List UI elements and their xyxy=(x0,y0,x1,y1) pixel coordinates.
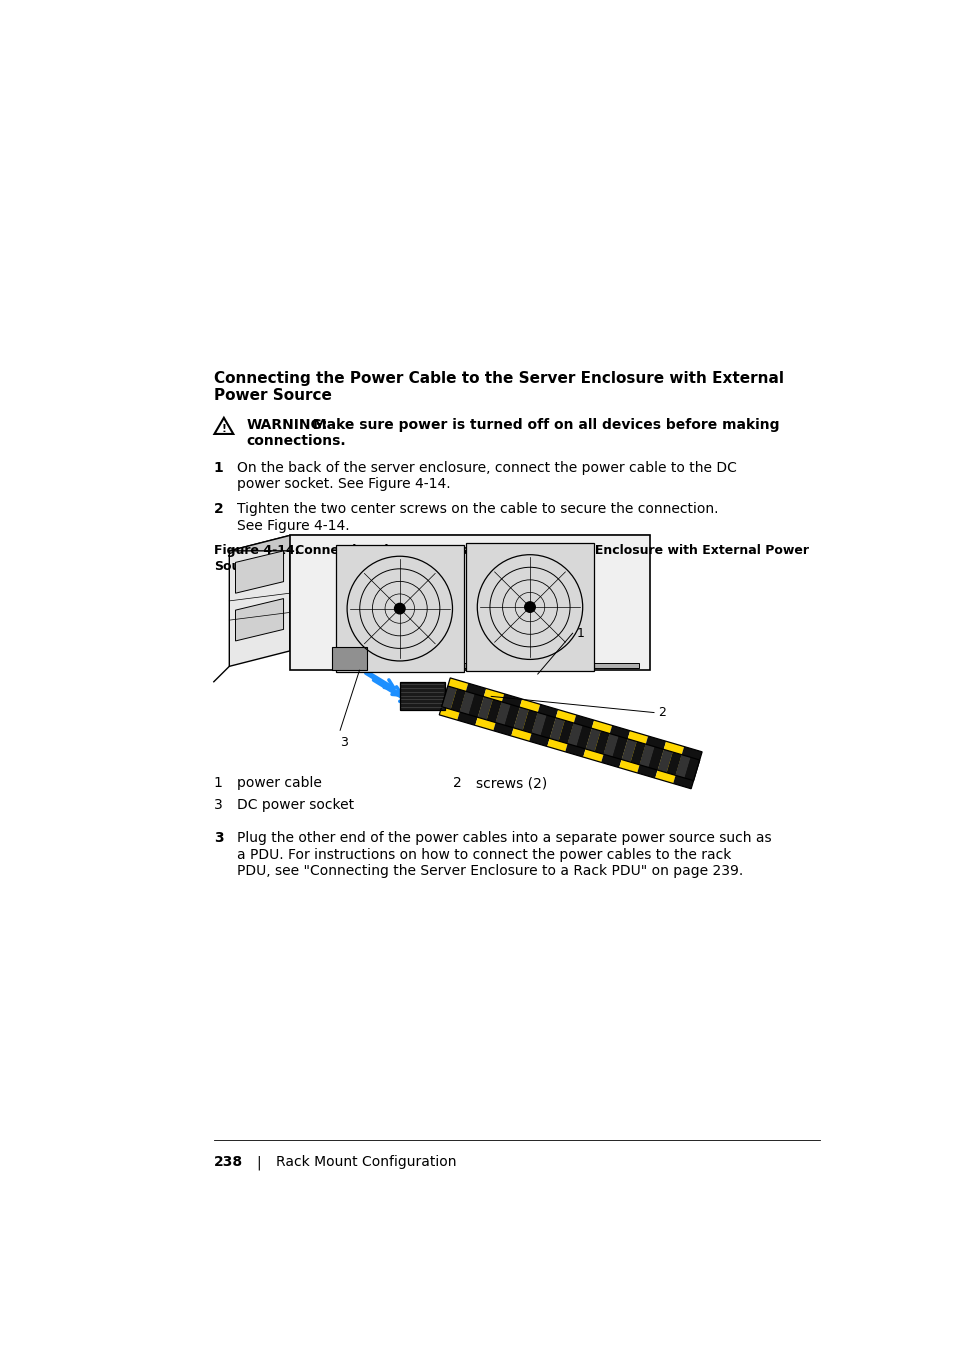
Polygon shape xyxy=(637,736,665,778)
Polygon shape xyxy=(335,544,463,672)
Text: 1: 1 xyxy=(213,776,222,791)
Text: Power Source: Power Source xyxy=(213,387,332,404)
Polygon shape xyxy=(547,710,576,752)
Text: 3: 3 xyxy=(213,798,222,811)
Polygon shape xyxy=(655,741,683,783)
Text: 3: 3 xyxy=(339,736,348,749)
Polygon shape xyxy=(684,757,699,780)
Polygon shape xyxy=(567,724,582,747)
Polygon shape xyxy=(477,697,493,720)
Text: Rack Mount Configuration: Rack Mount Configuration xyxy=(275,1156,456,1169)
Polygon shape xyxy=(522,710,537,733)
Polygon shape xyxy=(540,716,556,738)
Polygon shape xyxy=(332,647,367,670)
Circle shape xyxy=(395,603,405,614)
Polygon shape xyxy=(468,694,483,717)
Polygon shape xyxy=(585,728,600,752)
Text: See Figure 4-14.: See Figure 4-14. xyxy=(236,518,350,533)
Text: WARNING:: WARNING: xyxy=(246,417,328,432)
Text: Figure 4-14.: Figure 4-14. xyxy=(213,544,299,556)
Polygon shape xyxy=(475,688,504,730)
Polygon shape xyxy=(657,749,672,772)
Polygon shape xyxy=(229,536,649,551)
Polygon shape xyxy=(600,725,630,768)
Polygon shape xyxy=(229,536,290,667)
Polygon shape xyxy=(549,718,564,741)
Text: Make sure power is turned off on all devices before making: Make sure power is turned off on all dev… xyxy=(307,417,779,432)
Text: Connecting the Power Cable to the Server Enclosure with External Power: Connecting the Power Cable to the Server… xyxy=(282,544,808,556)
Polygon shape xyxy=(582,720,612,763)
Polygon shape xyxy=(564,716,594,757)
Text: power socket. See Figure 4-14.: power socket. See Figure 4-14. xyxy=(236,478,450,491)
Polygon shape xyxy=(465,543,594,671)
Text: 238: 238 xyxy=(213,1156,243,1169)
Text: Source: Source xyxy=(213,560,262,574)
Polygon shape xyxy=(603,733,618,757)
Text: |: | xyxy=(256,1156,261,1170)
Polygon shape xyxy=(558,721,573,744)
Polygon shape xyxy=(594,730,609,755)
Polygon shape xyxy=(235,598,283,641)
Text: !: ! xyxy=(221,424,226,433)
Polygon shape xyxy=(529,705,558,747)
Text: 2: 2 xyxy=(213,502,223,516)
Text: On the back of the server enclosure, connect the power cable to the DC: On the back of the server enclosure, con… xyxy=(236,460,736,475)
Text: 2: 2 xyxy=(452,776,460,791)
Polygon shape xyxy=(675,755,690,778)
Polygon shape xyxy=(639,744,654,767)
Polygon shape xyxy=(513,707,528,730)
Text: 2: 2 xyxy=(658,706,665,720)
Text: 1: 1 xyxy=(576,626,584,640)
Text: DC power socket: DC power socket xyxy=(236,798,354,811)
Polygon shape xyxy=(648,747,663,769)
Polygon shape xyxy=(359,663,638,668)
Text: connections.: connections. xyxy=(246,435,346,448)
Polygon shape xyxy=(621,738,636,763)
Text: Tighten the two center screws on the cable to secure the connection.: Tighten the two center screws on the cab… xyxy=(236,502,718,516)
Text: Plug the other end of the power cables into a separate power source such as: Plug the other end of the power cables i… xyxy=(236,832,771,845)
Polygon shape xyxy=(511,699,539,741)
Text: power cable: power cable xyxy=(236,776,321,791)
Polygon shape xyxy=(486,699,501,722)
Text: Connecting the Power Cable to the Server Enclosure with External: Connecting the Power Cable to the Server… xyxy=(213,371,783,386)
Text: a PDU. For instructions on how to connect the power cables to the rack: a PDU. For instructions on how to connec… xyxy=(236,848,731,861)
Polygon shape xyxy=(235,551,283,593)
Polygon shape xyxy=(673,747,701,788)
Polygon shape xyxy=(630,741,645,765)
Text: 3: 3 xyxy=(213,832,223,845)
Polygon shape xyxy=(666,752,681,775)
Polygon shape xyxy=(504,705,519,728)
Polygon shape xyxy=(290,536,649,670)
Polygon shape xyxy=(459,691,475,714)
Text: screws (2): screws (2) xyxy=(476,776,546,791)
Polygon shape xyxy=(399,682,444,710)
Circle shape xyxy=(524,602,535,613)
Polygon shape xyxy=(450,688,465,711)
Polygon shape xyxy=(612,736,627,760)
Polygon shape xyxy=(456,683,486,725)
Polygon shape xyxy=(576,726,591,749)
Polygon shape xyxy=(618,730,647,774)
Polygon shape xyxy=(438,678,468,720)
Text: PDU, see "Connecting the Server Enclosure to a Rack PDU" on page 239.: PDU, see "Connecting the Server Enclosur… xyxy=(236,864,742,879)
Polygon shape xyxy=(531,713,546,736)
Polygon shape xyxy=(441,686,456,709)
Text: 1: 1 xyxy=(213,460,223,475)
Polygon shape xyxy=(496,702,510,725)
Polygon shape xyxy=(493,694,521,736)
